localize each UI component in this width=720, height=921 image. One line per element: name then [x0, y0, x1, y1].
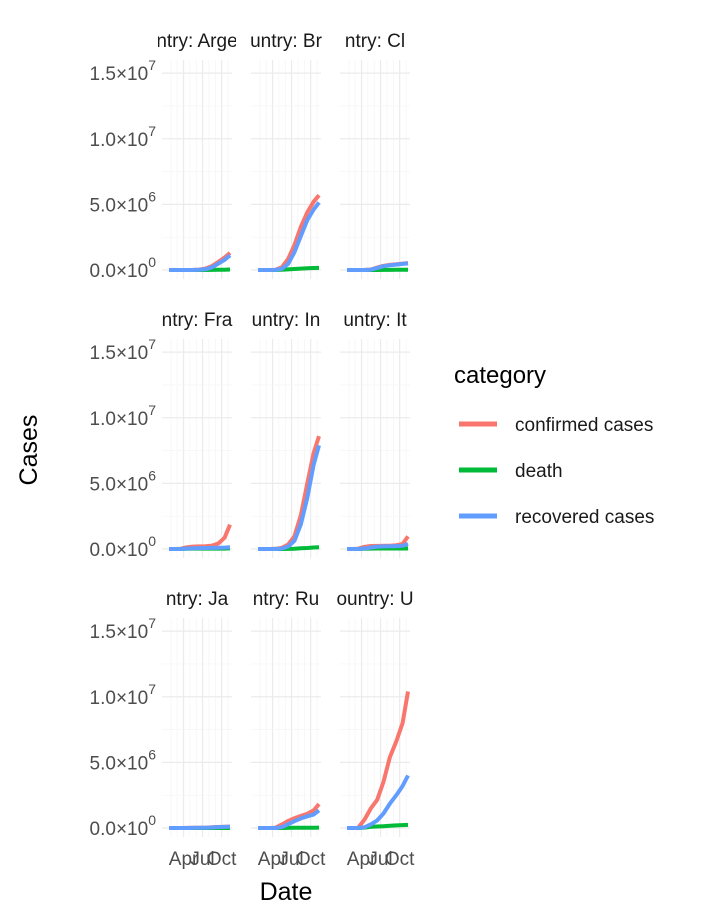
series-line-recovered — [347, 261, 409, 272]
y-tick-label: 5.0×106 — [90, 746, 157, 774]
facet-strip-label: untry: In — [252, 310, 321, 331]
legend-title: category — [454, 362, 546, 389]
y-tick-label: 1.5×107 — [90, 57, 157, 85]
series-line-recovered — [258, 444, 321, 551]
y-tick-label: 1.0×107 — [90, 402, 157, 430]
x-tick-label: Oct — [385, 849, 415, 870]
x-axis-title: Date — [260, 878, 313, 906]
series-line-confirmed — [258, 193, 321, 272]
legend-entry-label: death — [515, 461, 563, 482]
facet-strip-label: ntry: Ru — [253, 589, 320, 610]
x-tick-label: Jul — [368, 849, 392, 870]
facet-panel-1: ntry: Arge — [156, 31, 237, 279]
y-tick-label: 0.0×100 — [90, 533, 157, 561]
facet-strip-label: untry: Br — [250, 31, 322, 52]
facet-strip-label: ountry: U — [336, 589, 413, 610]
facet-panel-6: untry: It — [340, 310, 410, 558]
facet-panel-9: ountry: U — [336, 589, 414, 837]
legend: category confirmed cases death recovered c… — [454, 362, 654, 528]
facet-strip-label: ntry: Arge — [156, 31, 237, 52]
series-line-recovered — [347, 542, 409, 551]
x-tick-label: Oct — [296, 849, 326, 870]
series-line-recovered — [169, 824, 231, 830]
facet-panel-5: untry: In — [251, 310, 321, 558]
y-tick-label: 5.0×106 — [90, 467, 157, 495]
y-tick-label: 1.5×107 — [90, 336, 157, 364]
facet-panel-2: untry: Br — [250, 31, 323, 279]
facet-panel-8: ntry: Ru — [251, 589, 321, 837]
y-tick-label: 1.0×107 — [90, 123, 157, 151]
series-line-recovered — [258, 201, 321, 272]
facet-strip-label: ntry: Cl — [345, 31, 405, 52]
series-line-confirmed — [347, 691, 410, 830]
facet-strip-label: ntry: Fra — [162, 310, 233, 331]
facet-panel-3: ntry: Cl — [340, 31, 410, 279]
facet-panel-7: ntry: Ja — [162, 589, 232, 837]
y-tick-label: 0.0×100 — [90, 254, 157, 282]
y-tick-label: 1.5×107 — [90, 615, 157, 643]
x-tick-label: Apr — [258, 849, 288, 870]
series-line-recovered — [169, 253, 232, 272]
y-tick-label: 1.0×107 — [90, 681, 157, 709]
x-tick-label: Jul — [190, 849, 214, 870]
facet-strip-label: ntry: Ja — [166, 589, 229, 610]
series-line-recovered — [258, 808, 321, 830]
y-axis-tick-labels: 0.0×100 5.0×106 1.0×107 1.5×107 0.0×100 5.0×1… — [90, 57, 157, 840]
facet-panels: ntry: Arge untry: Br ntry: Cl ntry: Fra untr… — [156, 31, 414, 837]
legend-entry-label: confirmed cases — [515, 415, 653, 436]
x-tick-label: Apr — [347, 849, 377, 870]
y-tick-label: 0.0×100 — [90, 812, 157, 840]
y-axis-title: Cases — [15, 415, 43, 486]
legend-entry-label: recovered cases — [515, 507, 654, 528]
series-line-recovered — [169, 545, 231, 551]
facet-panel-4: ntry: Fra — [162, 310, 233, 558]
x-tick-label: Jul — [279, 849, 303, 870]
y-tick-label: 5.0×106 — [90, 188, 157, 216]
x-tick-label: Oct — [207, 849, 237, 870]
x-tick-label: Apr — [169, 849, 199, 870]
facet-strip-label: untry: It — [343, 310, 407, 331]
series-line-confirmed — [169, 523, 232, 551]
series-line-recovered — [347, 774, 410, 830]
